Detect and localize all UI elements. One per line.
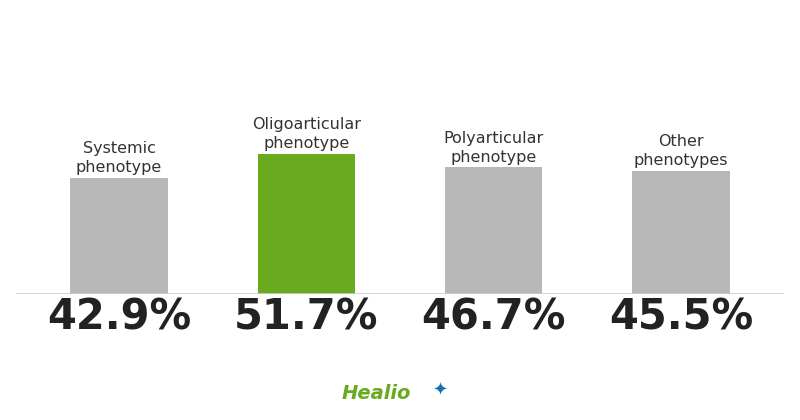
Text: 51.7%: 51.7% xyxy=(234,297,378,339)
Bar xyxy=(258,154,355,294)
Text: 46.7%: 46.7% xyxy=(422,297,566,339)
Text: ✦: ✦ xyxy=(433,382,447,399)
Bar xyxy=(445,167,542,294)
Text: Polyarticular
phenotype: Polyarticular phenotype xyxy=(443,131,544,165)
Text: Oligoarticular
phenotype: Oligoarticular phenotype xyxy=(252,117,361,151)
Text: at 5 years prior to treat-to-target:: at 5 years prior to treat-to-target: xyxy=(206,72,594,92)
Text: 42.9%: 42.9% xyxy=(47,297,191,339)
Text: Percent of patients with clinically inactive JIA: Percent of patients with clinically inac… xyxy=(141,29,659,48)
Text: Systemic
phenotype: Systemic phenotype xyxy=(76,141,162,175)
Bar xyxy=(70,178,168,294)
Text: Other
phenotypes: Other phenotypes xyxy=(634,134,728,168)
Text: Healio: Healio xyxy=(342,383,410,403)
Text: 45.5%: 45.5% xyxy=(609,297,753,339)
Bar xyxy=(632,171,730,294)
